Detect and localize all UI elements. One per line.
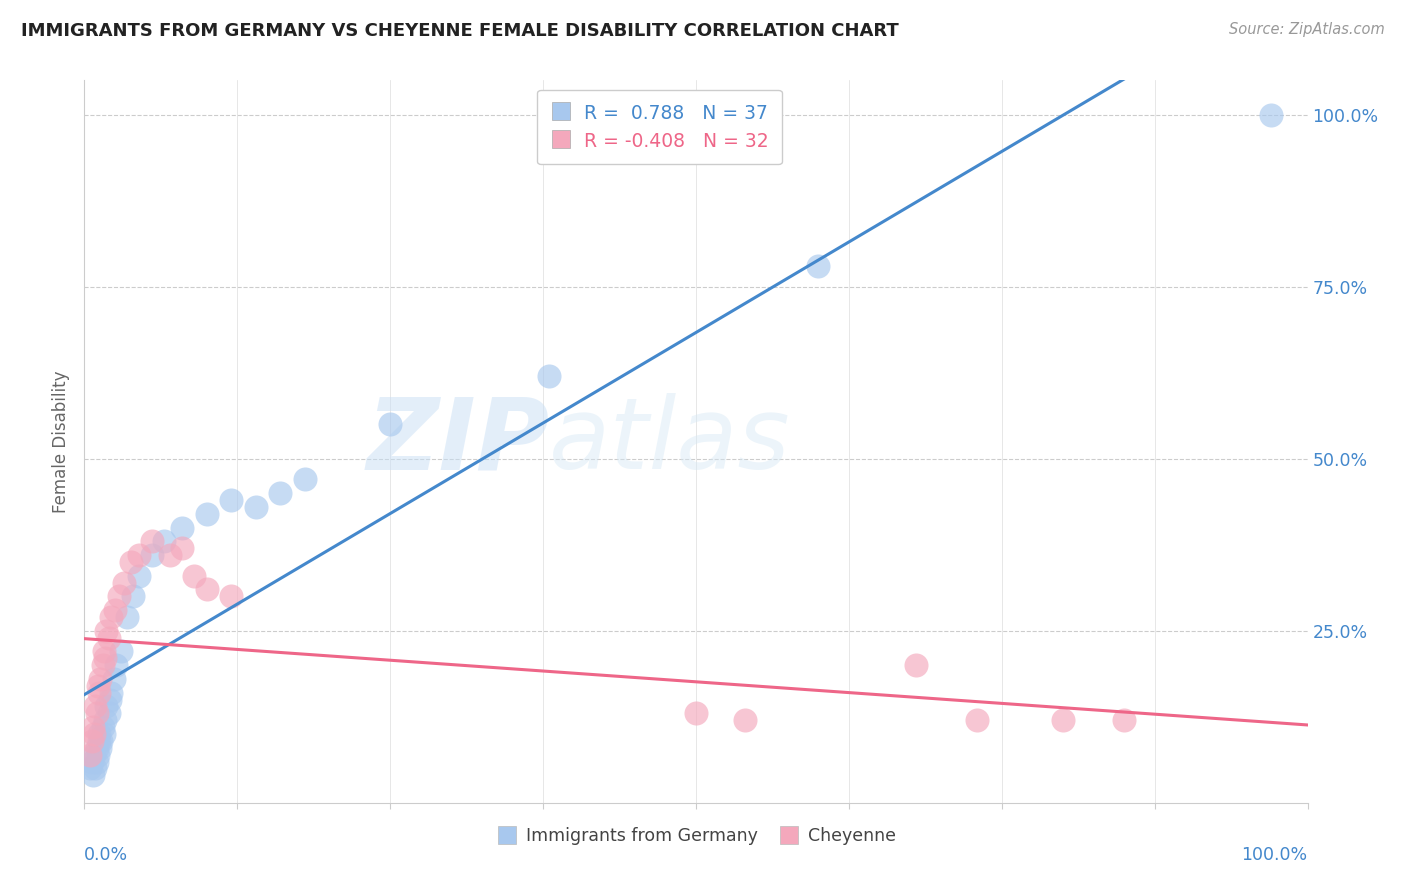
Point [79,761,101,775]
Point [80,755,103,769]
Point [538,369,561,384]
Point [107,590,129,604]
Point [153,534,176,549]
Text: atlas: atlas [550,393,790,490]
Point [183,568,205,582]
Point [110,644,132,658]
Point [87,734,110,748]
Text: ZIP: ZIP [366,393,550,490]
Point [87,679,110,693]
Point [93,727,115,741]
Point [91,658,114,673]
Point [82,720,104,734]
Point [269,486,291,500]
Point [1114,713,1136,727]
Point [94,713,117,727]
Point [86,755,108,769]
Point [86,740,108,755]
Point [80,734,103,748]
Point [100,610,122,624]
Point [219,493,242,508]
Point [89,672,111,686]
Point [219,590,242,604]
Point [141,548,163,562]
Point [294,472,316,486]
Point [93,644,115,658]
Point [1052,713,1074,727]
Point [685,706,707,721]
Point [94,651,117,665]
Point [83,747,105,762]
Point [966,713,988,727]
Point [96,624,118,638]
Point [89,740,111,755]
Y-axis label: Female Disability: Female Disability [52,370,70,513]
Point [1260,108,1282,122]
Point [122,590,145,604]
Point [195,507,218,521]
Point [90,734,112,748]
Point [172,520,194,534]
Point [128,548,150,562]
Point [905,658,928,673]
Point [195,582,218,597]
Text: 0.0%: 0.0% [84,847,128,864]
Point [82,768,104,782]
Point [380,417,402,432]
Point [104,603,127,617]
Legend: Immigrants from Germany, Cheyenne: Immigrants from Germany, Cheyenne [489,820,903,852]
Point [112,575,135,590]
Point [105,658,128,673]
Point [97,706,120,721]
Point [245,500,267,514]
Point [97,631,120,645]
Point [120,555,142,569]
Point [84,699,107,714]
Point [172,541,194,556]
Point [87,747,110,762]
Point [91,720,114,734]
Point [98,692,121,706]
Point [87,686,110,700]
Text: 100.0%: 100.0% [1241,847,1308,864]
Point [807,259,830,273]
Point [159,548,181,562]
Point [128,568,150,582]
Point [87,727,110,741]
Point [100,686,122,700]
Text: IMMIGRANTS FROM GERMANY VS CHEYENNE FEMALE DISABILITY CORRELATION CHART: IMMIGRANTS FROM GERMANY VS CHEYENNE FEMA… [21,22,898,40]
Point [734,713,756,727]
Point [141,534,163,549]
Point [86,706,108,721]
Text: Source: ZipAtlas.com: Source: ZipAtlas.com [1229,22,1385,37]
Point [103,672,125,686]
Point [79,747,101,762]
Point [115,610,138,624]
Point [83,727,105,741]
Point [96,699,118,714]
Point [84,761,107,775]
